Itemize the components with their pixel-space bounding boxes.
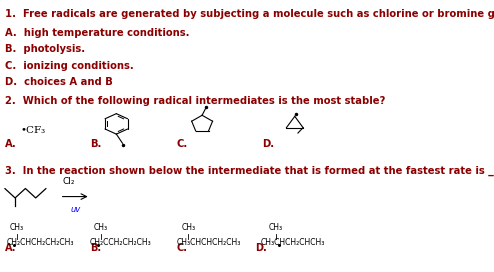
Text: 1.  Free radicals are generated by subjecting a molecule such as chlorine or bro: 1. Free radicals are generated by subjec… (5, 10, 494, 20)
Text: uv: uv (70, 205, 81, 214)
Text: B.  photolysis.: B. photolysis. (5, 44, 85, 54)
Text: B.: B. (90, 139, 102, 149)
Text: A.: A. (5, 243, 16, 253)
Text: CH₃: CH₃ (269, 222, 283, 231)
Text: CH₂CCH₂CH₂CH₃: CH₂CCH₂CH₂CH₃ (90, 238, 152, 247)
Text: CH₃: CH₃ (181, 222, 196, 231)
Text: 3.  In the reaction shown below the intermediate that is formed at the fastest r: 3. In the reaction shown below the inter… (5, 166, 494, 176)
Text: •CF₃: •CF₃ (20, 126, 45, 135)
Text: CH₃: CH₃ (94, 222, 108, 231)
Text: 2.  Which of the following radical intermediates is the most stable?: 2. Which of the following radical interm… (5, 96, 385, 106)
Text: A.: A. (5, 139, 17, 149)
Text: C.: C. (176, 139, 188, 149)
Text: C.  ionizing conditions.: C. ionizing conditions. (5, 61, 133, 71)
Text: D.  choices A and B: D. choices A and B (5, 77, 113, 87)
Text: D.: D. (262, 139, 274, 149)
Text: A.  high temperature conditions.: A. high temperature conditions. (5, 28, 189, 38)
Text: C.: C. (176, 243, 187, 253)
Text: Cl₂: Cl₂ (62, 177, 75, 186)
Text: D.: D. (255, 243, 267, 253)
Text: CH₃: CH₃ (10, 222, 24, 231)
Text: CH₃CHCH₂CHCH₃: CH₃CHCH₂CHCH₃ (260, 238, 325, 247)
Text: CH₂CHCH₂CH₂CH₃: CH₂CHCH₂CH₂CH₃ (6, 238, 74, 247)
Text: B.: B. (90, 243, 102, 253)
Text: CH₃CHCḢCH₂CH₃: CH₃CHCḢCH₂CH₃ (177, 238, 242, 247)
